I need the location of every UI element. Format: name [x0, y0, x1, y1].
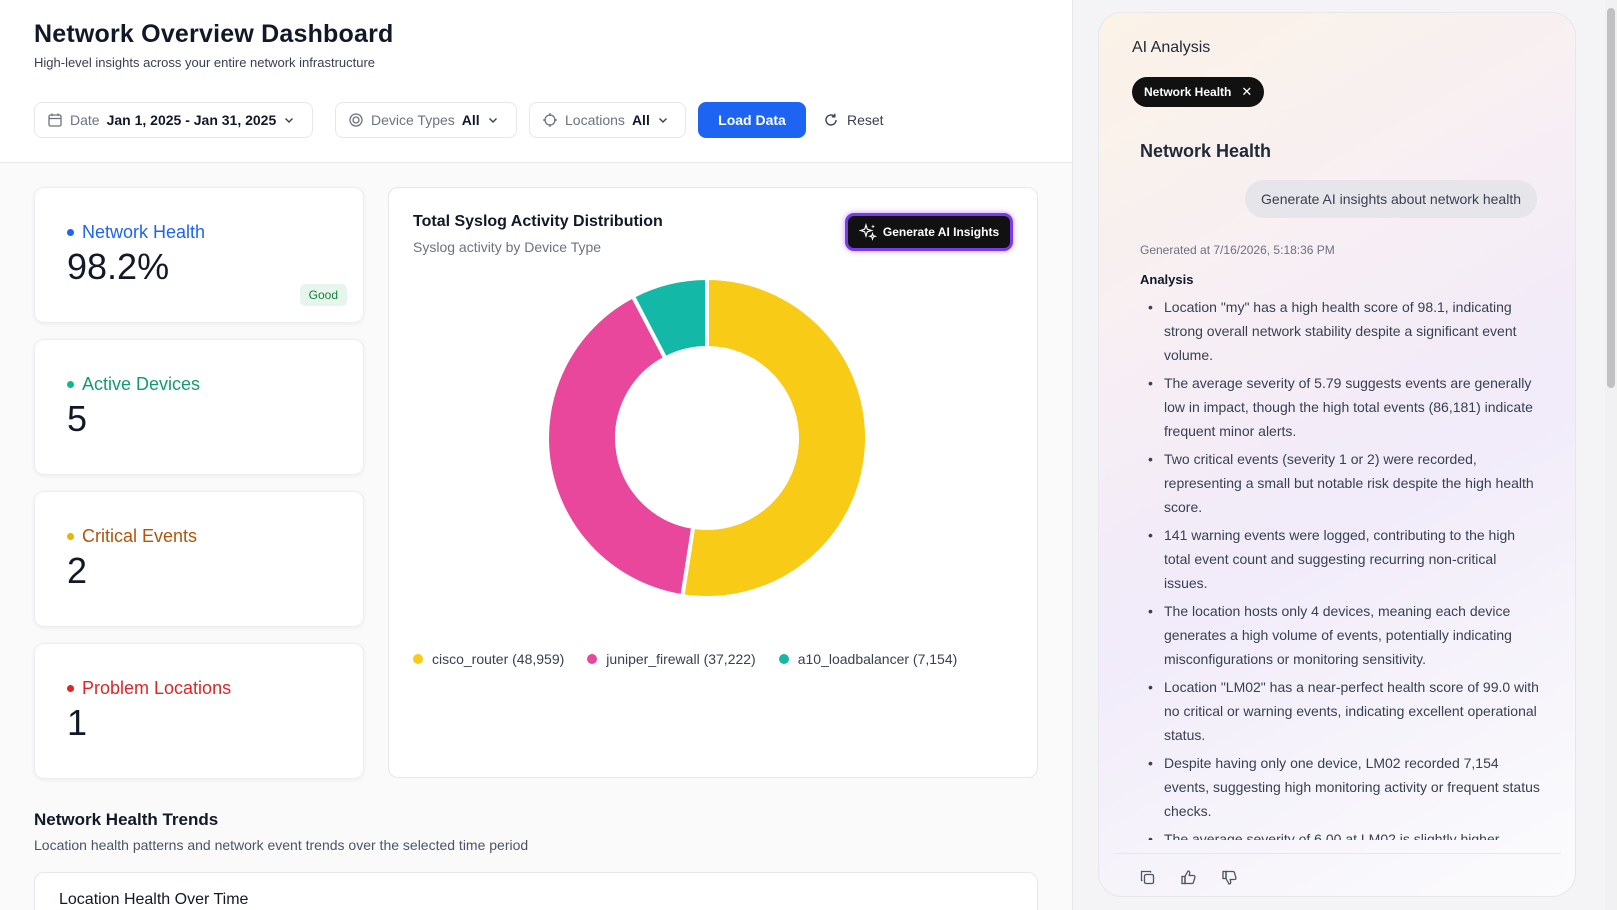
donut-chart: [545, 276, 869, 600]
chevron-down-icon: [285, 118, 294, 123]
legend-item-a10-loadbalancer[interactable]: a10_loadbalancer (7,154): [778, 651, 958, 667]
analysis-item: The location hosts only 4 devices, meani…: [1140, 599, 1540, 671]
calendar-icon: [48, 113, 62, 127]
analysis-list: Location "my" has a high health score of…: [1140, 295, 1540, 840]
reset-label: Reset: [847, 112, 884, 128]
chart-subtitle: Syslog activity by Device Type: [413, 239, 602, 255]
reset-button[interactable]: Reset: [823, 102, 884, 138]
ai-panel-heading: AI Analysis: [1132, 39, 1211, 56]
kpi-value: 5: [67, 398, 88, 439]
kpi-label: Critical Events: [67, 526, 197, 547]
topic-chip[interactable]: Network Health ✕: [1132, 77, 1265, 107]
analysis-item: Despite having only one device, LM02 rec…: [1140, 751, 1540, 823]
device-types-filter[interactable]: Device Types All: [335, 102, 517, 138]
kpi-card-active-devices: Active Devices 5: [34, 339, 364, 475]
analysis-item: The average severity of 5.79 suggests ev…: [1140, 371, 1540, 443]
analysis-item: Two critical events (severity 1 or 2) we…: [1140, 447, 1540, 519]
copy-icon[interactable]: [1139, 869, 1156, 886]
kpi-label-text: Critical Events: [82, 526, 198, 546]
analysis-item: 141 warning events were logged, contribu…: [1140, 523, 1540, 595]
locations-filter-label: Locations: [565, 112, 625, 128]
user-prompt-bubble: Generate AI insights about network healt…: [1245, 180, 1537, 218]
status-dot: [67, 533, 74, 540]
status-dot: [67, 229, 74, 236]
syslog-distribution-card: Total Syslog Activity Distribution Syslo…: [388, 187, 1038, 778]
chart-title: Total Syslog Activity Distribution: [413, 213, 663, 230]
kpi-label: Network Health: [67, 222, 205, 243]
kpi-card-problem-locations: Problem Locations 1: [34, 643, 364, 779]
kpi-label-text: Problem Locations: [82, 678, 232, 698]
kpi-label: Problem Locations: [67, 678, 231, 699]
chart-legend: cisco_router (48,959) juniper_firewall (…: [413, 651, 957, 667]
sparkles-icon: [858, 223, 877, 241]
device-types-filter-label: Device Types: [371, 112, 455, 128]
location-health-card: Location Health Over Time: [34, 872, 1038, 910]
divider: [1115, 853, 1561, 854]
kpi-card-critical-events: Critical Events 2: [34, 491, 364, 627]
donut-slice-juniper-firewall[interactable]: [545, 294, 696, 599]
legend-item-juniper-firewall[interactable]: juniper_firewall (37,222): [587, 651, 756, 667]
section-subtitle: Location health patterns and network eve…: [34, 837, 529, 853]
crosshair-icon: [543, 113, 557, 127]
kpi-value: 2: [67, 550, 88, 591]
date-filter[interactable]: Date Jan 1, 2025 - Jan 31, 2025: [34, 102, 313, 138]
main-content: Network Overview Dashboard High-level in…: [0, 0, 1073, 910]
thumbs-down-icon[interactable]: [1221, 869, 1238, 886]
legend-swatch: [778, 654, 789, 664]
close-icon[interactable]: ✕: [1241, 84, 1253, 99]
device-types-filter-value: All: [461, 112, 480, 128]
donut-slice-cisco-router[interactable]: [680, 276, 869, 600]
kpi-label-text: Network Health: [82, 222, 206, 242]
analysis-item: Location "LM02" has a near-perfect healt…: [1140, 675, 1540, 747]
kpi-label-text: Active Devices: [82, 374, 201, 394]
kpi-label: Active Devices: [67, 374, 200, 395]
generate-ai-insights-button[interactable]: Generate AI Insights: [845, 213, 1013, 251]
kpi-card-network-health: Network Health 98.2% Good: [34, 187, 364, 323]
status-dot: [67, 685, 74, 692]
locations-filter-value: All: [631, 112, 650, 128]
legend-label: a10_loadbalancer (7,154): [797, 651, 958, 667]
kpi-value: 1: [67, 702, 88, 743]
page-title: Network Overview Dashboard: [34, 20, 394, 48]
scrollbar[interactable]: [1605, 0, 1617, 910]
chevron-down-icon: [658, 118, 667, 123]
page-subtitle: High-level insights across your entire n…: [34, 55, 376, 70]
scrollbar-thumb[interactable]: [1607, 8, 1615, 388]
date-filter-value: Jan 1, 2025 - Jan 31, 2025: [106, 112, 277, 128]
chevron-down-icon: [488, 118, 497, 123]
thumbs-up-icon[interactable]: [1180, 869, 1197, 886]
legend-item-cisco-router[interactable]: cisco_router (48,959): [413, 651, 564, 667]
analysis-item: Location "my" has a high health score of…: [1140, 295, 1540, 367]
legend-swatch: [587, 654, 598, 664]
ai-actions: [1139, 869, 1238, 886]
status-badge: Good: [299, 284, 347, 306]
ai-side-panel: AI Analysis Network Health ✕ Network Hea…: [1073, 0, 1617, 910]
refresh-icon: [825, 113, 837, 126]
status-dot: [67, 381, 74, 388]
ai-analysis-card: AI Analysis Network Health ✕ Network Hea…: [1098, 12, 1576, 897]
legend-label: cisco_router (48,959): [432, 651, 565, 667]
donut-slice-a10-loadbalancer[interactable]: [630, 276, 709, 361]
locations-filter[interactable]: Locations All: [529, 102, 686, 138]
section-title: Network Health Trends: [34, 810, 219, 829]
analysis-heading: Analysis: [1140, 272, 1194, 287]
kpi-value: 98.2%: [67, 246, 170, 287]
load-data-button[interactable]: Load Data: [698, 102, 806, 138]
topic-chip-label: Network Health: [1144, 85, 1232, 99]
location-health-title: Location Health Over Time: [59, 891, 249, 908]
analysis-item: The average severity of 6.00 at LM02 is …: [1140, 827, 1540, 840]
generate-ai-insights-label: Generate AI Insights: [882, 225, 1000, 239]
legend-swatch: [413, 654, 423, 664]
dashboard-header: Network Overview Dashboard High-level in…: [0, 0, 1072, 163]
legend-label: juniper_firewall (37,222): [606, 651, 756, 667]
generated-timestamp: Generated at 7/16/2026, 5:18:36 PM: [1140, 243, 1335, 257]
target-icon: [349, 113, 363, 127]
ai-topic-title: Network Health: [1140, 141, 1272, 161]
date-filter-label: Date: [70, 112, 100, 128]
